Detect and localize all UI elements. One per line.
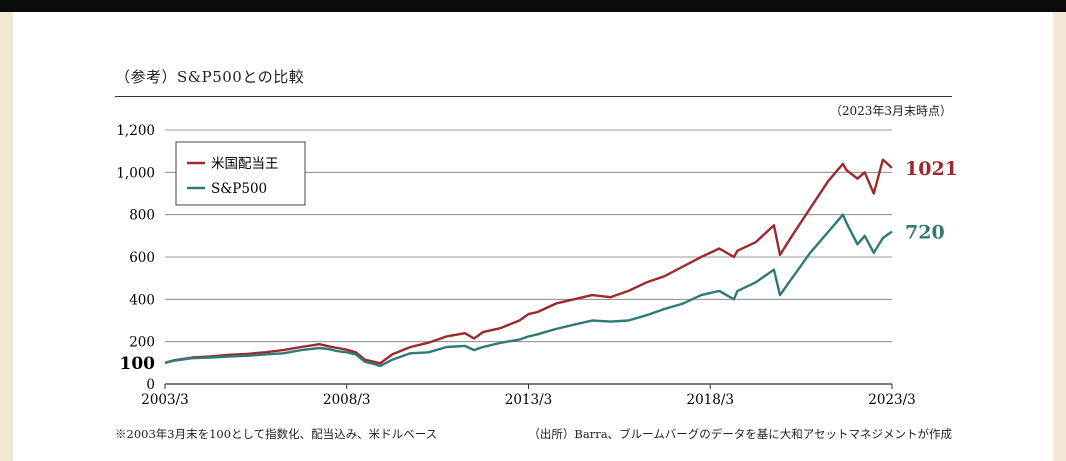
end-labels: 1021 720 [905, 158, 958, 244]
legend-label: 米国配当王 [211, 156, 279, 172]
y-tick-label: 1,200 [116, 123, 155, 139]
end-value-label: 1021 [905, 158, 958, 180]
as-of-date: （2023年3月末時点） [829, 104, 952, 118]
end-value-label: 720 [905, 222, 945, 244]
legend: 米国配当王 S&P500 [175, 141, 306, 206]
chart-panel [13, 12, 1053, 461]
series-line-1 [164, 213, 893, 368]
y-tick-label: 200 [129, 335, 155, 351]
source-note: （出所）Barra、ブルームバーグのデータを基に大和アセットマネジメントが作成 [528, 427, 952, 441]
chart-title: （参考）S&P500との比較 [115, 68, 305, 86]
y-tick-label: 600 [129, 250, 155, 266]
y-tick-label: 1,000 [116, 165, 155, 181]
series-lines [164, 158, 893, 368]
title-rule [115, 96, 952, 97]
top-bar [0, 0, 1066, 12]
x-tick-label: 2018/3 [687, 392, 735, 408]
legend-label: S&P500 [211, 181, 267, 197]
footnote: ※2003年3月末を100として指数化、配当込み、米ドルベース [115, 427, 438, 441]
x-tick-label: 2008/3 [323, 392, 371, 408]
y-tick-label: 400 [129, 292, 155, 308]
y-axis-ticks: 0 200 400 600 800 1,000 1,200 100 [116, 123, 155, 393]
x-axis-ticks: 2003/3 2008/3 2013/3 2018/3 2023/3 [141, 384, 916, 408]
x-tick-label: 2023/3 [868, 392, 916, 408]
x-tick-label: 2013/3 [505, 392, 553, 408]
x-tick-label: 2003/3 [141, 392, 189, 408]
y-tick-label: 0 [146, 377, 155, 393]
series-line-0 [164, 158, 893, 365]
legend-box [175, 141, 306, 206]
y-tick-label: 800 [129, 208, 155, 224]
y-reference-label: 100 [120, 354, 156, 374]
